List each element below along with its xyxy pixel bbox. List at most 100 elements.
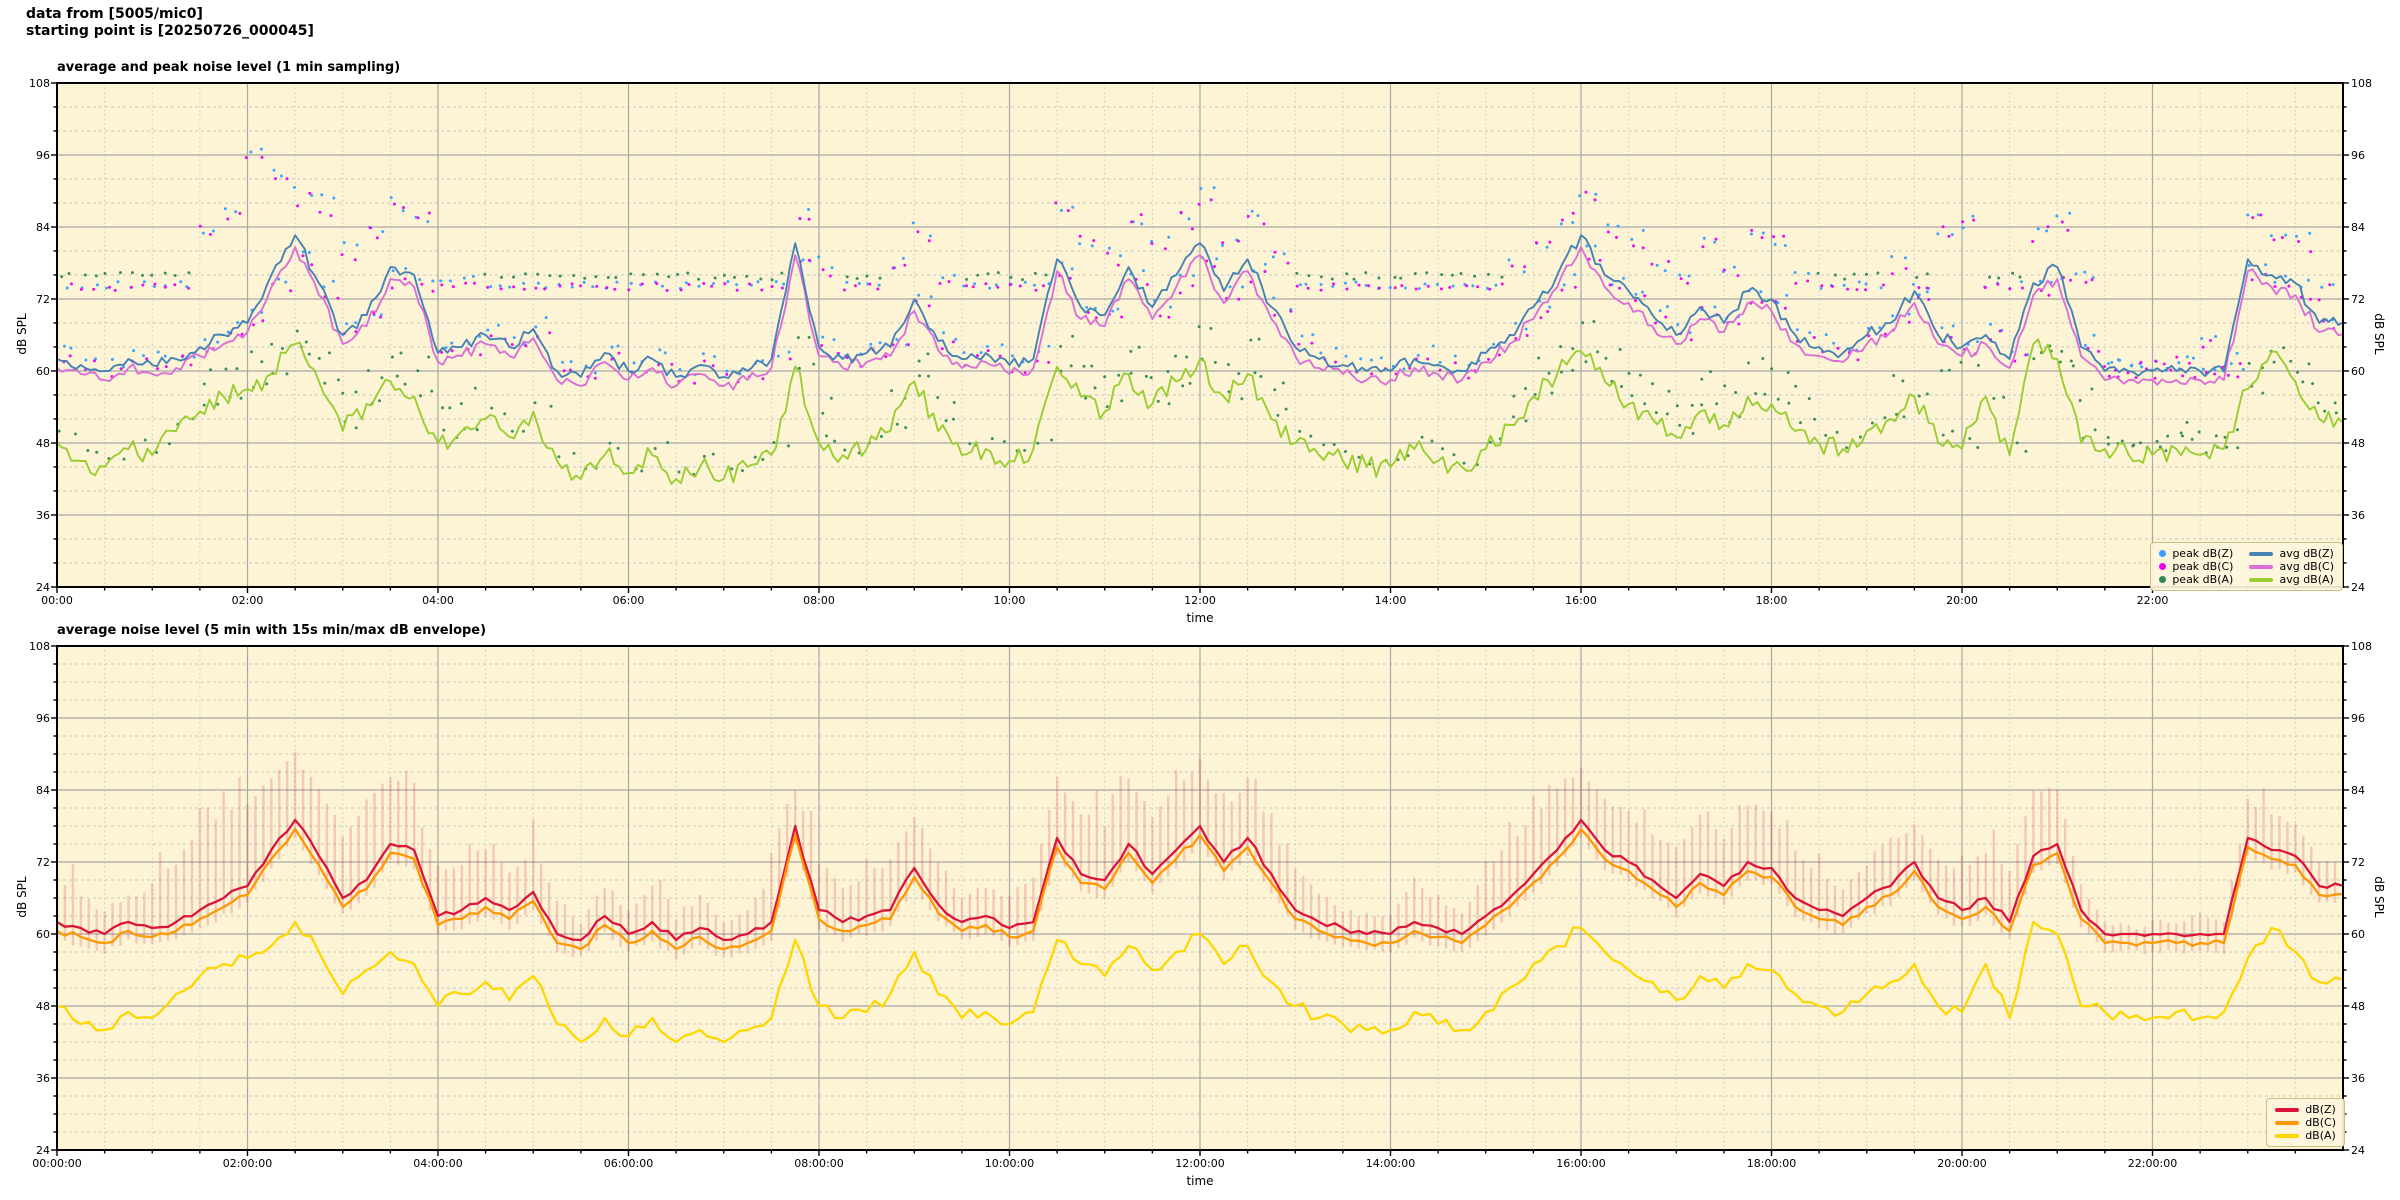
x-tick-label: 10:00:00 <box>984 1157 1035 1170</box>
x-tick-label: 18:00 <box>1755 594 1788 607</box>
legend-label: dB(A) <box>2305 1129 2336 1142</box>
legend-label: avg dB(C) <box>2279 560 2334 573</box>
y-tick-label-right: 36 <box>2351 1072 2365 1085</box>
y-tick-label-right: 84 <box>2351 784 2365 797</box>
header-line2: starting point is [20250726_000045] <box>26 23 314 39</box>
y-tick-label-left: 36 <box>36 1072 50 1085</box>
top-xlabel: time <box>1186 611 1214 625</box>
legend-marker-line <box>2249 551 2274 556</box>
x-tick-label: 06:00 <box>612 594 645 607</box>
y-tick-label-left: 108 <box>29 640 50 653</box>
y-tick-label-left: 72 <box>36 293 50 306</box>
x-tick-label: 10:00 <box>993 594 1026 607</box>
x-tick-label: 14:00 <box>1374 594 1407 607</box>
y-tick-label-left: 72 <box>36 856 50 869</box>
y-tick-label-right: 60 <box>2351 365 2365 378</box>
top-chart-canvas <box>51 82 2349 593</box>
y-tick-label-left: 96 <box>36 712 50 725</box>
y-tick-label-right: 96 <box>2351 149 2365 162</box>
bottom-plot-area <box>51 645 2349 1156</box>
y-tick-label-left: 108 <box>29 77 50 90</box>
top-plot-area <box>51 82 2349 593</box>
x-tick-label: 02:00:00 <box>222 1157 273 1170</box>
legend-marker-line <box>2275 1120 2300 1125</box>
x-tick-label: 04:00:00 <box>413 1157 463 1170</box>
x-tick-label: 14:00:00 <box>1365 1157 1416 1170</box>
legend-marker-line <box>2275 1107 2300 1112</box>
legend-marker-line <box>2275 1133 2300 1138</box>
legend-marker-line <box>2249 564 2274 569</box>
x-tick-label: 06:00:00 <box>603 1157 654 1170</box>
top-chart-title: average and peak noise level (1 min samp… <box>57 60 401 75</box>
legend-label: dB(C) <box>2305 1116 2336 1129</box>
header-line1: data from [5005/mic0] <box>26 6 203 22</box>
axis-ticks <box>51 645 2349 1156</box>
x-tick-label: 20:00:00 <box>1937 1157 1987 1170</box>
y-tick-label-left: 48 <box>36 1000 50 1013</box>
y-tick-label-left: 84 <box>36 221 50 234</box>
y-tick-label-left: 36 <box>36 509 50 522</box>
legend-item: peak dB(C) <box>2159 560 2233 573</box>
data-layer <box>57 751 2343 1044</box>
y-tick-label-left: 24 <box>36 581 50 594</box>
y-tick-label-left: 96 <box>36 149 50 162</box>
y-tick-label-right: 72 <box>2351 856 2365 869</box>
line-avg-db-c- <box>57 246 2343 391</box>
y-tick-label-left: 48 <box>36 437 50 450</box>
y-tick-label-right: 96 <box>2351 712 2365 725</box>
y-tick-label-right: 108 <box>2351 640 2372 653</box>
bottom-chart-canvas <box>51 645 2349 1156</box>
legend-label: peak dB(C) <box>2172 560 2234 573</box>
legend-item: dB(C) <box>2275 1116 2336 1129</box>
line-db-z- <box>57 818 2343 942</box>
line-db-c- <box>57 827 2343 951</box>
y-tick-label-left: 60 <box>36 928 50 941</box>
x-tick-label: 08:00:00 <box>794 1157 844 1170</box>
legend-item: dB(Z) <box>2275 1103 2336 1116</box>
x-tick-label: 02:00 <box>231 594 264 607</box>
line-db-a- <box>57 920 2343 1044</box>
x-tick-label: 16:00:00 <box>1556 1157 1606 1170</box>
legend-item: avg dB(C) <box>2249 560 2334 573</box>
minmax-envelope <box>57 751 2337 961</box>
legend-marker-dot <box>2159 550 2167 557</box>
y-tick-label-right: 24 <box>2351 581 2365 594</box>
y-tick-label-right: 24 <box>2351 1144 2365 1157</box>
axis-ticks <box>51 82 2349 593</box>
y-tick-label-left: 24 <box>36 1144 50 1157</box>
y-tick-label-right: 72 <box>2351 293 2365 306</box>
legend-marker-dot <box>2159 563 2167 570</box>
bottom-xlabel: time <box>1186 1174 1214 1188</box>
y-tick-label-left: 84 <box>36 784 50 797</box>
x-tick-label: 16:00 <box>1565 594 1597 607</box>
x-tick-label: 08:00 <box>803 594 835 607</box>
legend-marker-dot <box>2159 576 2167 583</box>
x-tick-label: 12:00:00 <box>1175 1157 1225 1170</box>
legend-label: dB(Z) <box>2305 1103 2336 1116</box>
y-tick-label-left: 60 <box>36 365 50 378</box>
legend-label: peak dB(A) <box>2172 573 2234 586</box>
legend-label: peak dB(Z) <box>2172 547 2234 560</box>
data-layer <box>57 147 2343 485</box>
line-avg-db-a- <box>57 338 2343 485</box>
x-tick-label: 22:00 <box>2136 594 2169 607</box>
y-tick-label-right: 84 <box>2351 221 2365 234</box>
legend-item: dB(A) <box>2275 1129 2336 1142</box>
x-tick-label: 20:00 <box>1946 594 1978 607</box>
x-tick-label: 12:00 <box>1184 594 1216 607</box>
legend-marker-line <box>2249 577 2274 582</box>
top-legend: peak dB(Z) avg dB(Z) peak dB(C) avg dB(C) pe… <box>2150 542 2343 591</box>
x-tick-label: 00:00 <box>41 594 73 607</box>
y-tick-label-right: 108 <box>2351 77 2372 90</box>
y-tick-label-right: 36 <box>2351 509 2365 522</box>
scatter-peak-db-a- <box>57 271 2338 476</box>
legend-label: avg dB(A) <box>2279 573 2334 586</box>
legend-item: peak dB(Z) <box>2159 547 2233 560</box>
x-tick-label: 18:00:00 <box>1746 1157 1797 1170</box>
legend-item: avg dB(A) <box>2249 573 2334 586</box>
line-avg-db-z- <box>57 234 2343 379</box>
y-tick-label-right: 48 <box>2351 1000 2365 1013</box>
x-tick-label: 00:00:00 <box>32 1157 82 1170</box>
x-tick-label: 22:00:00 <box>2127 1157 2178 1170</box>
